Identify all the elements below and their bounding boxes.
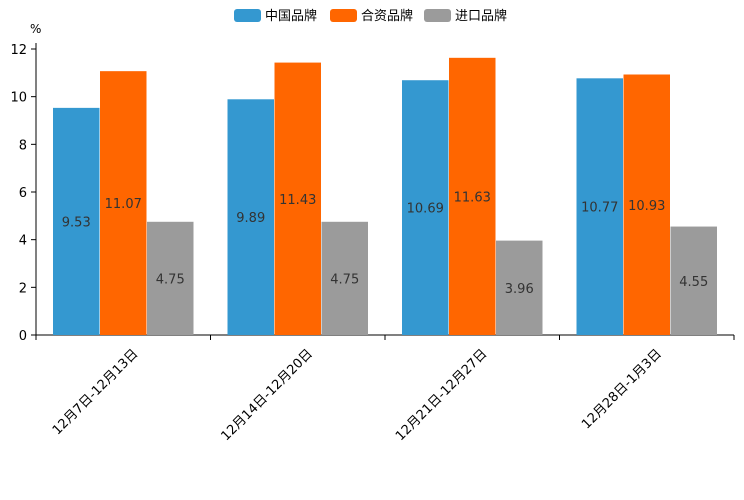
bar-value-label: 11.07	[105, 197, 142, 212]
bar	[449, 57, 496, 336]
bar-value-label: 10.69	[407, 202, 444, 217]
y-tick-label: 6	[19, 186, 27, 201]
bar-value-label: 11.63	[454, 190, 491, 205]
x-category-label: 12月14日-12月20日	[218, 347, 315, 444]
legend-label: 中国品牌	[265, 8, 317, 24]
bar-value-label: 4.55	[679, 275, 708, 290]
y-tick-label: 4	[19, 234, 27, 249]
bar-value-label: 3.96	[505, 282, 534, 297]
legend: 中国品牌 合资品牌 进口品牌	[234, 8, 507, 24]
y-tick-label: 10	[10, 91, 27, 106]
legend-swatch	[234, 9, 261, 22]
bar	[274, 62, 321, 336]
x-category-label: 12月21日-12月27日	[393, 347, 490, 444]
bar	[147, 221, 194, 335]
bar	[100, 71, 147, 335]
bar-value-label: 9.89	[236, 211, 265, 226]
legend-label: 合资品牌	[361, 8, 413, 24]
bar-value-label: 4.75	[156, 272, 185, 287]
bar	[227, 99, 274, 335]
bar-value-label: 10.77	[581, 201, 618, 216]
bar	[321, 221, 368, 335]
y-tick-label: 12	[10, 43, 27, 58]
y-tick-label: 8	[19, 138, 27, 153]
bar	[402, 80, 449, 335]
bars	[53, 57, 717, 336]
data-labels: 9.53 11.07 4.75 9.89 11.43 4.75 10.69 11.63 3.96…	[62, 190, 708, 296]
bar	[670, 226, 717, 335]
legend-swatch	[330, 9, 357, 22]
y-axis-unit-label: %	[30, 22, 41, 36]
bar-value-label: 4.75	[330, 272, 359, 287]
legend-label: 进口品牌	[455, 8, 507, 24]
bar	[576, 78, 623, 335]
y-tick-label: 0	[19, 329, 27, 344]
bar-value-label: 9.53	[62, 215, 91, 230]
bar	[623, 74, 670, 336]
x-category-label: 12月7日-12月13日	[50, 347, 142, 439]
bar-value-label: 10.93	[628, 199, 665, 214]
bar	[53, 107, 100, 335]
legend-swatch	[424, 9, 451, 22]
y-tick-label: 2	[19, 281, 27, 296]
x-category-label: 12月28日-1月3日	[579, 347, 665, 433]
bar	[496, 240, 543, 335]
bar-value-label: 11.43	[279, 193, 316, 208]
